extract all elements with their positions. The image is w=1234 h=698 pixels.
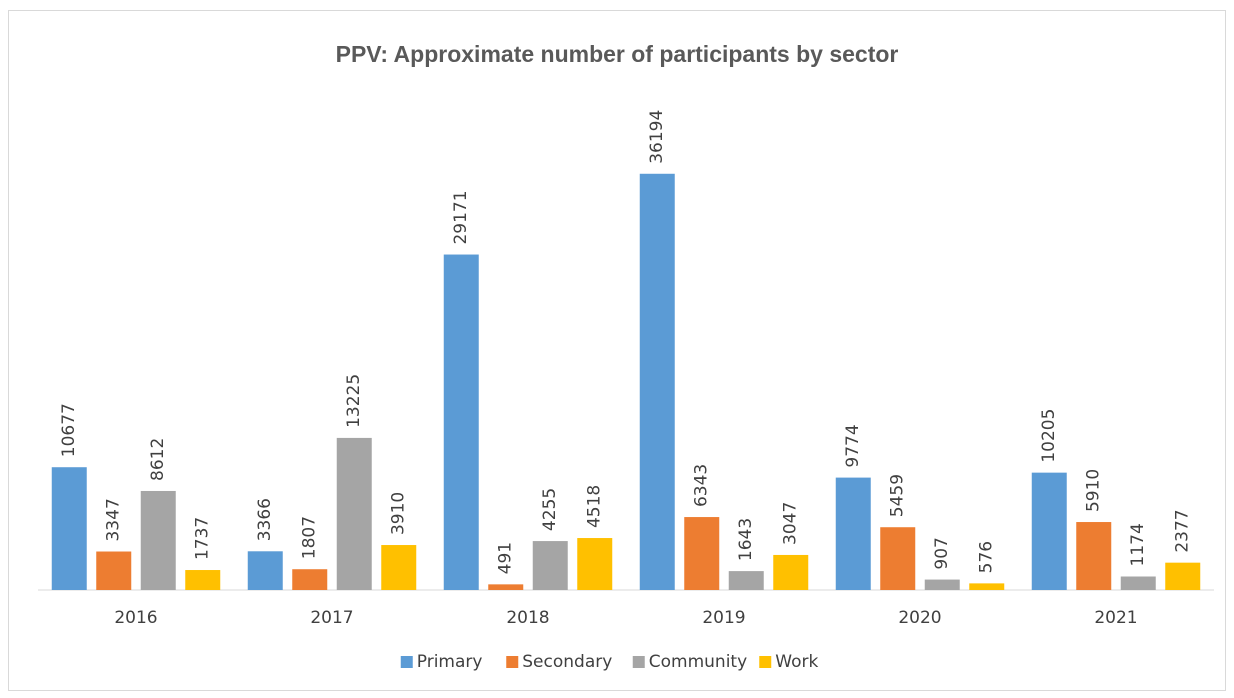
bar	[684, 517, 720, 590]
bar	[577, 538, 613, 590]
value-label: 4518	[585, 485, 605, 528]
value-label: 36194	[647, 110, 667, 164]
value-label: 576	[977, 541, 997, 573]
legend-swatch	[400, 656, 413, 668]
value-label: 2377	[1173, 509, 1193, 552]
bar	[292, 569, 328, 590]
value-label: 5910	[1084, 469, 1104, 512]
x-tick-label: 2020	[898, 608, 941, 628]
legend-swatch	[759, 656, 772, 668]
value-label: 1737	[193, 517, 213, 560]
value-label: 29171	[451, 190, 471, 244]
value-label: 4255	[540, 488, 560, 531]
x-tick-label: 2021	[1094, 608, 1137, 628]
value-label: 5459	[888, 474, 908, 517]
value-label: 8612	[148, 438, 168, 481]
x-tick-label: 2017	[310, 608, 353, 628]
x-tick-label: 2018	[506, 608, 549, 628]
bar	[728, 571, 764, 590]
value-label: 10677	[59, 403, 79, 457]
bar	[924, 579, 960, 590]
legend-label: Community	[649, 652, 747, 672]
legend-label: Work	[775, 652, 818, 672]
bar	[969, 583, 1005, 590]
bar	[381, 545, 417, 590]
bar	[880, 527, 916, 590]
bar	[185, 570, 221, 590]
value-label: 10205	[1039, 409, 1059, 463]
bar	[336, 437, 372, 590]
bar	[1076, 522, 1112, 590]
value-label: 3366	[255, 498, 275, 541]
legend-label: Secondary	[522, 652, 612, 672]
legend-label: Primary	[417, 652, 483, 672]
value-label: 491	[496, 542, 516, 574]
chart-title: PPV: Approximate number of participants …	[336, 41, 899, 67]
value-label: 6343	[692, 464, 712, 507]
bar	[140, 490, 176, 590]
bar	[443, 254, 479, 590]
legend-swatch	[632, 656, 645, 668]
bar	[488, 584, 524, 590]
bar	[1031, 472, 1067, 590]
bar	[51, 467, 87, 590]
bar	[773, 554, 809, 590]
value-label: 3910	[389, 492, 409, 535]
bar	[1120, 576, 1156, 590]
x-tick-label: 2019	[702, 608, 745, 628]
value-label: 1807	[300, 516, 320, 559]
value-label: 3347	[104, 498, 124, 541]
value-label: 13225	[344, 374, 364, 428]
value-label: 3047	[781, 502, 801, 545]
value-label: 1174	[1128, 523, 1148, 566]
value-label: 9774	[843, 424, 863, 467]
x-tick-label: 2016	[114, 608, 157, 628]
value-label: 907	[932, 537, 952, 569]
value-label: 1643	[736, 518, 756, 561]
legend-swatch	[506, 656, 519, 668]
bar	[532, 541, 568, 590]
bar	[1165, 562, 1201, 590]
bar	[639, 173, 675, 591]
bar	[96, 551, 132, 590]
bar	[835, 477, 871, 590]
bar	[247, 551, 283, 590]
